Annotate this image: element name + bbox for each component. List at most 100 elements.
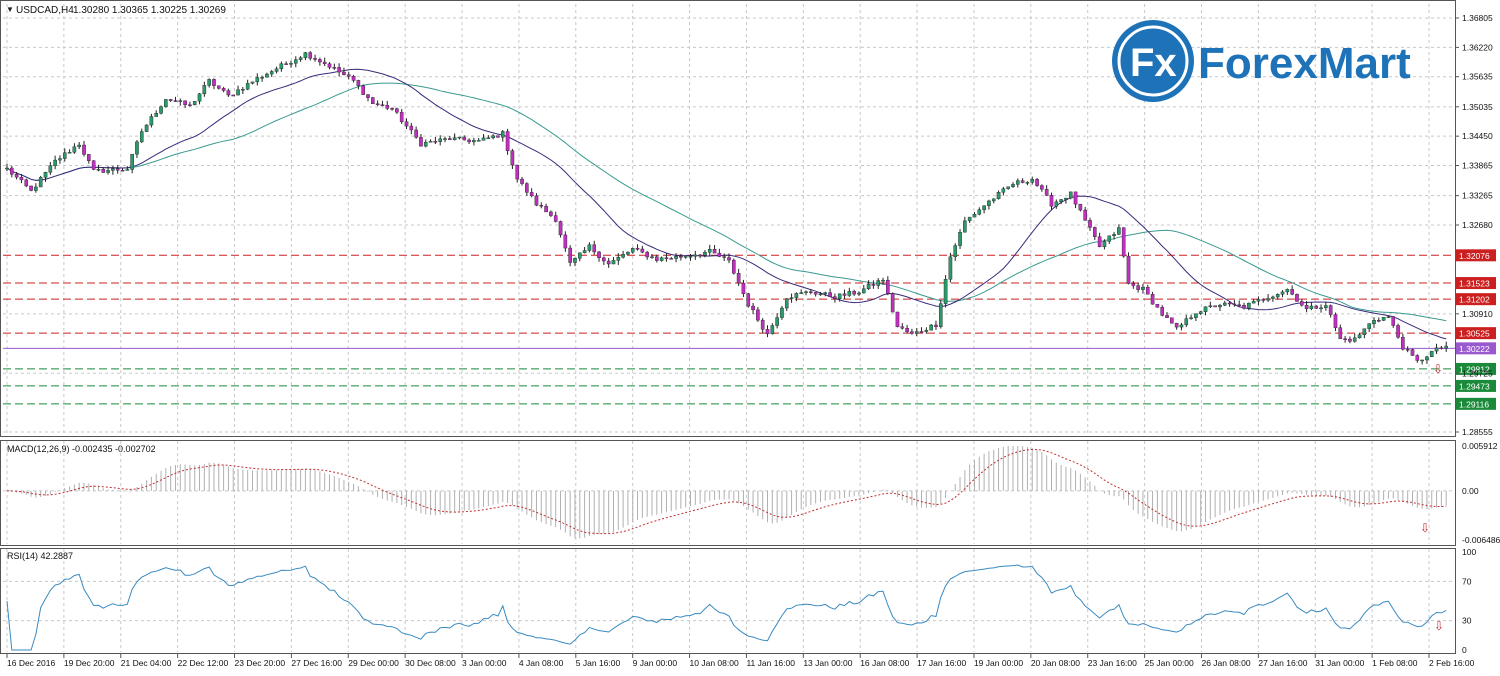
candle-bullish — [1256, 299, 1261, 302]
candle-bullish — [953, 245, 958, 258]
rsi-panel[interactable] — [0, 548, 1456, 654]
candle-bearish — [645, 251, 649, 258]
candle-bearish — [1145, 286, 1150, 295]
candle-bullish — [500, 131, 505, 138]
candle-bullish — [794, 293, 799, 298]
candle-bullish — [1357, 334, 1362, 339]
menu-arrow-icon[interactable]: ▼ — [6, 5, 14, 14]
candle-bearish — [510, 150, 515, 166]
candle-bullish — [207, 79, 211, 86]
candle-bearish — [87, 154, 91, 161]
moving-average-fast — [6, 68, 1447, 340]
logo-circle — [1112, 20, 1194, 102]
time-axis-label: 26 Jan 08:00 — [1201, 658, 1250, 668]
candle-bearish — [558, 221, 563, 236]
candle-bearish — [366, 94, 370, 98]
candle-bullish — [837, 293, 842, 299]
level-tag — [1456, 342, 1496, 355]
candle-bullish — [1198, 311, 1203, 314]
candle-bearish — [342, 71, 346, 75]
candle-bearish — [1410, 349, 1415, 356]
candle-bullish — [1001, 188, 1006, 193]
candle-bullish — [1362, 328, 1367, 335]
candle-bullish — [683, 256, 688, 258]
candle-bearish — [895, 311, 900, 327]
level-tag — [1456, 277, 1496, 290]
candle-bearish — [1295, 294, 1299, 302]
time-axis-label: 31 Jan 00:00 — [1315, 658, 1364, 668]
candle-bearish — [1314, 305, 1319, 309]
candle-bullish — [34, 186, 38, 191]
candle-bullish — [428, 141, 433, 143]
time-axis-label: 5 Jan 16:00 — [576, 658, 621, 668]
candle-bearish — [1097, 236, 1102, 247]
candle-bearish — [332, 67, 337, 69]
time-axis-label: 29 Dec 00:00 — [348, 658, 399, 668]
candle-bearish — [1131, 283, 1136, 286]
candle-bullish — [688, 256, 693, 258]
candle-bearish — [1160, 307, 1164, 316]
candle-bullish — [279, 63, 284, 70]
rsi-series — [3, 564, 1455, 651]
candle-bullish — [1247, 302, 1251, 309]
time-axis-label: 16 Jan 08:00 — [860, 658, 909, 668]
candle-bearish — [318, 59, 322, 63]
candle-bearish — [606, 260, 611, 265]
candle-bearish — [905, 328, 909, 332]
candle-bearish — [809, 291, 813, 293]
candle-bullish — [881, 279, 885, 282]
time-axis-label: 30 Dec 08:00 — [405, 658, 456, 668]
candle-bullish — [77, 144, 81, 148]
time-axis-label: 1 Feb 08:00 — [1372, 658, 1418, 668]
candle-bearish — [539, 205, 544, 207]
level-tag-label: 1.32076 — [1459, 251, 1490, 261]
candle-bearish — [934, 324, 938, 327]
candle-bearish — [29, 185, 33, 191]
macd-signal-line — [6, 448, 1447, 535]
candle-bullish — [298, 57, 303, 60]
candle-bearish — [568, 247, 572, 263]
candle-bullish — [452, 137, 457, 140]
candle-bearish — [1126, 255, 1131, 284]
candle-bearish — [1333, 314, 1338, 328]
candle-bearish — [563, 234, 568, 249]
candle-bearish — [592, 244, 597, 253]
candle-bullish — [1386, 316, 1391, 318]
candle-bearish — [698, 254, 702, 257]
candle-bullish — [130, 153, 134, 170]
candle-bullish — [1006, 186, 1010, 189]
candle-bearish — [1165, 315, 1169, 318]
rsi-axis-label: 100 — [1462, 547, 1476, 557]
candle-bullish — [1141, 286, 1145, 290]
candle-bullish — [62, 152, 67, 159]
candle-bullish — [674, 255, 678, 259]
candle-bullish — [1319, 307, 1323, 310]
candle-bearish — [900, 326, 905, 329]
candle-bearish — [765, 329, 770, 335]
candle-bearish — [91, 160, 96, 170]
candle-bullish — [780, 307, 784, 318]
price-axis-label: 1.32680 — [1462, 220, 1493, 230]
candle-bullish — [1194, 313, 1198, 318]
rsi-down-arrow-icon: ⇩ — [1434, 619, 1444, 633]
candle-bearish — [351, 76, 356, 81]
candle-bullish — [1280, 291, 1285, 295]
candle-bearish — [1401, 337, 1405, 350]
candle-bearish — [732, 259, 736, 274]
candle-bearish — [760, 319, 765, 330]
candle-bullish — [135, 141, 139, 155]
level-tag-label: 1.29116 — [1459, 399, 1489, 409]
candle-bearish — [1174, 323, 1179, 328]
macd-down-arrow-icon: ⇩ — [1420, 521, 1430, 535]
candle-bearish — [1078, 203, 1083, 211]
candle-bearish — [1170, 317, 1174, 324]
candle-bullish — [1444, 345, 1448, 349]
candle-bearish — [462, 136, 467, 141]
candle-bullish — [245, 83, 250, 90]
candle-bearish — [534, 195, 539, 206]
macd-panel[interactable] — [0, 440, 1456, 546]
candle-bearish — [520, 178, 524, 184]
candle-bullish — [693, 254, 698, 257]
price-panel[interactable] — [0, 0, 1456, 437]
